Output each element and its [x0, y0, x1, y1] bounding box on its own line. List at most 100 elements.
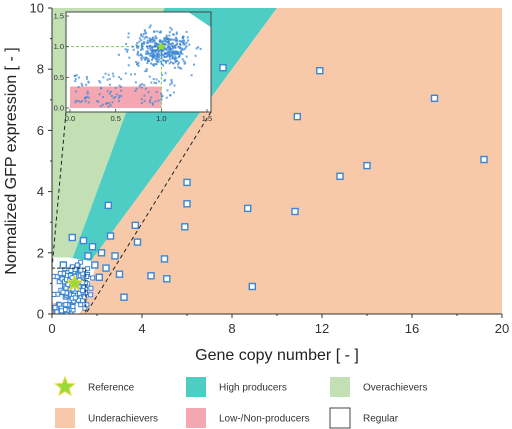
inset-point — [150, 96, 153, 99]
inset-point — [183, 48, 186, 51]
inset-point — [170, 82, 173, 85]
data-point — [88, 242, 97, 251]
inset-point — [168, 62, 171, 65]
inset-point — [147, 58, 150, 61]
cluster-point — [56, 279, 62, 285]
inset-point — [179, 43, 181, 45]
data-point — [316, 66, 324, 75]
inset-point — [100, 87, 103, 90]
inset-point — [101, 103, 104, 106]
inset-point — [157, 43, 160, 46]
inset-point — [185, 55, 188, 58]
inset-point — [164, 53, 167, 55]
inset-point — [162, 43, 165, 46]
inset-point — [157, 80, 160, 83]
inset-point — [158, 58, 161, 61]
inset-point — [149, 44, 152, 47]
inset-point — [128, 56, 131, 59]
data-point — [111, 252, 119, 260]
inset-point — [136, 63, 138, 66]
data-point — [84, 252, 92, 260]
x-tick-label: 8 — [228, 321, 235, 336]
cluster-point — [84, 274, 90, 279]
inset-point — [175, 36, 177, 39]
inset-point — [168, 56, 171, 58]
inset-point — [197, 46, 200, 49]
inset-point — [140, 34, 143, 37]
inset-point — [134, 89, 137, 92]
data-point — [363, 161, 371, 170]
inset-point — [156, 58, 159, 61]
inset-point — [173, 57, 176, 60]
cluster-point — [52, 292, 57, 297]
inset-point — [118, 84, 121, 87]
plot-area — [52, 8, 502, 314]
inset-point — [135, 87, 138, 90]
legend-item-overachievers: Overachievers — [330, 377, 427, 397]
y-tick-label: 4 — [37, 184, 44, 199]
legend-item-underachievers: Underachievers — [55, 408, 158, 428]
inset-point — [160, 50, 163, 53]
inset-point — [152, 78, 155, 80]
inset-point — [99, 105, 102, 108]
inset-point — [162, 49, 165, 52]
inset-point — [162, 64, 165, 67]
inset-point — [106, 90, 109, 93]
inset-point — [170, 28, 173, 31]
inset-point — [165, 47, 167, 50]
inset-point — [140, 58, 143, 61]
inset-point — [127, 32, 130, 35]
x-tick-label: 12 — [315, 321, 329, 336]
inset-point — [153, 63, 156, 66]
inset-point — [173, 50, 175, 53]
inset-point — [148, 75, 151, 78]
inset-point — [137, 54, 140, 57]
inset-point — [136, 47, 139, 49]
inset-point — [153, 39, 156, 42]
inset-point — [150, 62, 152, 65]
inset-point — [166, 46, 169, 49]
inset-point — [168, 31, 171, 34]
inset-point — [102, 76, 105, 79]
inset-point — [156, 52, 159, 55]
inset-point — [177, 61, 180, 64]
inset-point — [171, 42, 174, 45]
inset-point — [153, 64, 156, 67]
inset-y-tick-label: 0.5 — [54, 73, 64, 82]
inset-point — [167, 39, 170, 42]
inset-point — [152, 103, 154, 106]
x-tick-label: 4 — [138, 321, 145, 336]
inset-x-tick-label: 1.0 — [156, 114, 166, 123]
cluster-point — [65, 282, 71, 288]
inset-point — [112, 75, 115, 78]
inset-point — [141, 55, 143, 57]
inset-point — [84, 100, 87, 103]
inset-point — [145, 52, 147, 55]
legend-swatch — [330, 377, 350, 397]
inset-point — [165, 96, 168, 99]
inset-point — [111, 101, 114, 104]
inset-point — [182, 36, 184, 39]
inset-point — [184, 61, 187, 64]
cluster-point — [78, 259, 84, 265]
inset-point — [175, 43, 178, 46]
data-point — [181, 223, 189, 231]
inset-point — [118, 76, 121, 79]
cluster-point — [80, 288, 86, 294]
inset-point — [167, 54, 170, 57]
inset-point — [193, 63, 196, 66]
legend-item-reference: Reference — [54, 375, 135, 397]
inset-point — [108, 92, 111, 95]
inset-point — [138, 37, 141, 40]
cluster-point — [54, 274, 60, 280]
inset-point — [86, 92, 89, 95]
inset-point — [143, 41, 146, 44]
inset-point — [120, 78, 123, 81]
inset-point — [165, 55, 168, 58]
inset-point — [165, 61, 167, 64]
inset-point — [160, 57, 163, 60]
inset-point — [87, 96, 90, 99]
inset-point — [168, 52, 171, 55]
inset-point — [153, 81, 156, 84]
inset-point — [151, 102, 154, 105]
